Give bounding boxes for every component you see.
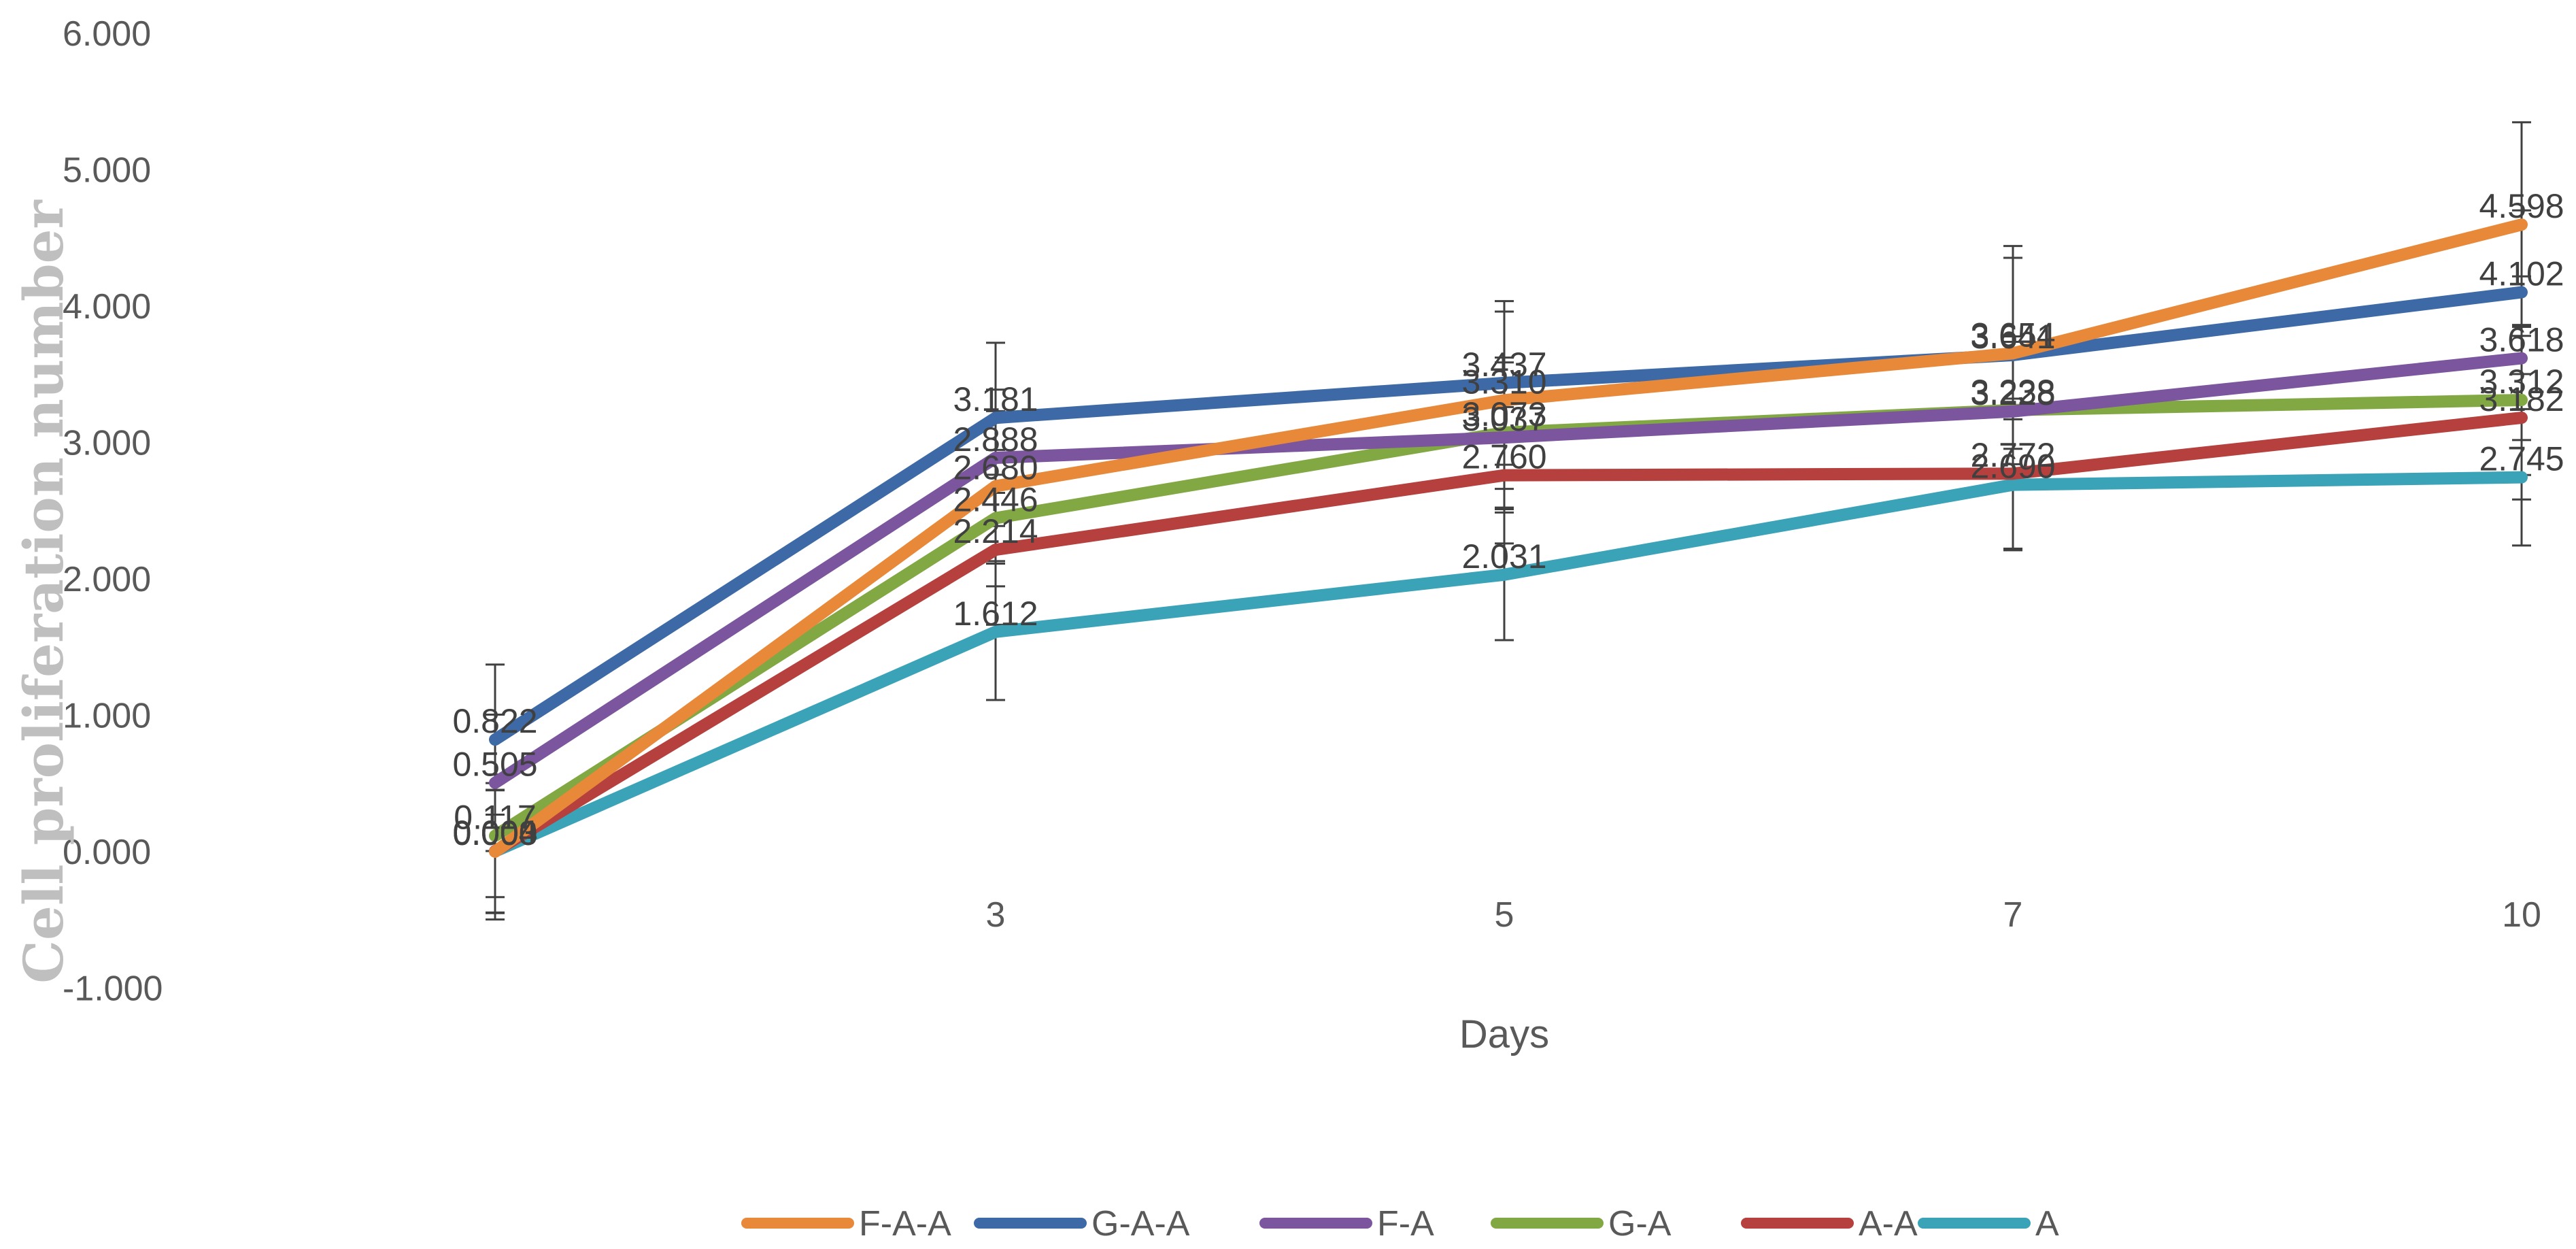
data-label: 2.680 — [953, 449, 1038, 487]
legend-item-f-a-a: F-A-A — [741, 1204, 951, 1244]
legend-label: A — [2035, 1204, 2059, 1244]
x-tick-label: 3 — [986, 895, 1006, 935]
data-label: 0.822 — [452, 702, 537, 740]
legend-item-a-a: A-A — [1741, 1204, 1918, 1244]
series-line-a-a — [489, 412, 2528, 858]
data-label: 4.598 — [2479, 187, 2564, 225]
legend-label: A-A — [1859, 1204, 1918, 1244]
legend-item-a: A — [1918, 1204, 2059, 1244]
data-label: 1.612 — [953, 595, 1038, 633]
data-label: 3.238 — [1970, 373, 2055, 411]
data-label: 3.312 — [2479, 363, 2564, 401]
x-tick-label: 10 — [2502, 895, 2541, 935]
data-label: 2.745 — [2479, 440, 2564, 478]
data-labels: 0.000 2.680 3.310 3.654 4.598 0.822 3.181 3.437… — [452, 187, 2564, 852]
data-label: 2.772 — [1970, 436, 2055, 474]
y-tick-label: 6.000 — [63, 14, 151, 54]
data-label: 0.505 — [452, 746, 537, 784]
legend-label: G-A — [1608, 1204, 1672, 1244]
data-label: 3.310 — [1461, 363, 1546, 401]
data-label: 2.031 — [1461, 537, 1546, 576]
series-lines — [489, 218, 2528, 858]
series-line-g-a-a — [489, 286, 2528, 746]
x-axis-label: Days — [1459, 1012, 1549, 1056]
y-tick-label: 4.000 — [63, 287, 151, 327]
legend: F-A-A G-A-A F-A G-A A-A A — [741, 1204, 2059, 1244]
data-label: 2.690 — [1970, 448, 2055, 486]
data-label: 0.000 — [452, 814, 537, 852]
data-label: 2.760 — [1461, 438, 1546, 476]
series-line-a — [489, 471, 2528, 858]
data-label: 3.181 — [953, 380, 1038, 418]
data-label: 2.888 — [953, 420, 1038, 459]
data-label: 3.037 — [1461, 400, 1546, 438]
x-tick-label: 5 — [1495, 895, 1514, 935]
x-tick-label: 7 — [2003, 895, 2023, 935]
data-label: 3.641 — [1970, 318, 2055, 356]
y-tick-label: -1.000 — [63, 969, 163, 1009]
error-bars — [486, 121, 2531, 921]
data-label: 2.214 — [953, 512, 1038, 550]
legend-item-g-a-a: G-A-A — [974, 1204, 1190, 1244]
y-tick-label: 0.000 — [63, 833, 151, 872]
legend-item-g-a: G-A — [1491, 1204, 1672, 1244]
data-label: 3.618 — [2479, 321, 2564, 359]
series-line-f-a-a — [489, 218, 2528, 858]
data-label: 3.182 — [2479, 380, 2564, 418]
data-label: 3.437 — [1461, 346, 1546, 384]
y-tick-label: 5.000 — [63, 151, 151, 190]
data-label: 3.228 — [1970, 374, 2055, 412]
legend-label: F-A-A — [859, 1204, 951, 1244]
data-label: 0.004 — [452, 814, 537, 852]
series-line-f-a — [489, 352, 2528, 789]
y-tick-label: 1.000 — [63, 697, 151, 736]
data-label: 2.446 — [953, 481, 1038, 519]
legend-item-f-a: F-A — [1259, 1204, 1434, 1244]
legend-label: F-A — [1377, 1204, 1434, 1244]
y-tick-label: 2.000 — [63, 560, 151, 599]
y-axis-ticks: -1.000 0.000 1.000 2.000 3.000 4.000 5.000 6.00… — [63, 14, 163, 1009]
y-tick-label: 3.000 — [63, 424, 151, 463]
legend-label: G-A-A — [1091, 1204, 1190, 1244]
data-label: 4.102 — [2479, 255, 2564, 293]
x-axis-ticks: 3 5 7 10 — [986, 895, 2541, 935]
data-label: 0.003 — [452, 814, 537, 852]
data-label: 3.654 — [1970, 316, 2055, 354]
data-label: 3.073 — [1461, 395, 1546, 433]
data-label: 0.117 — [454, 799, 536, 837]
y-axis-label: Cell proliferation number — [12, 199, 75, 983]
